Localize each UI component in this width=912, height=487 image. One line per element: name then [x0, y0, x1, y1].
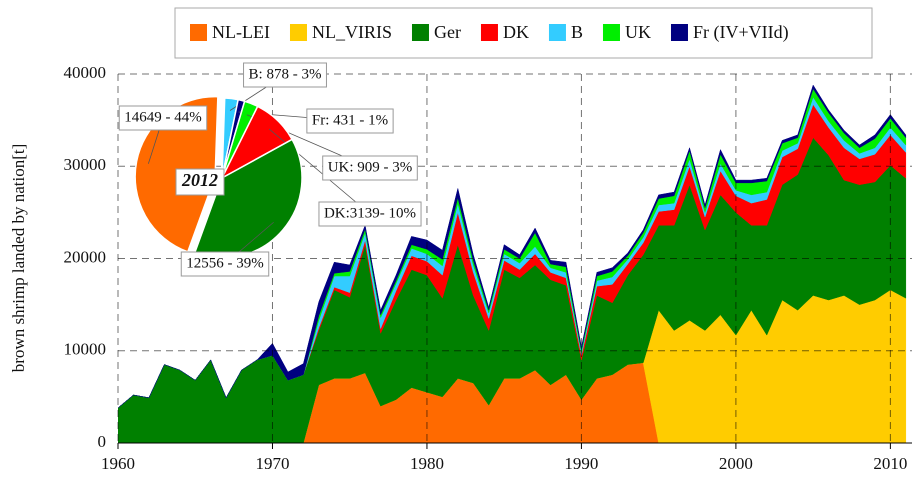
x-tick-label: 1990: [564, 454, 598, 473]
pie-label-box: [118, 105, 208, 131]
pie-title-box: [175, 168, 225, 196]
plot-area: [118, 84, 907, 444]
legend-swatch: [602, 24, 620, 41]
legend-swatch: [289, 24, 307, 41]
pie-inset: 14649 - 44% B: 878 - 3% Fr: 431 - 1% UK: 90…: [118, 62, 422, 277]
legend-swatch: [670, 24, 688, 41]
x-tick-label: 1980: [410, 454, 444, 473]
y-axis-label: brown shrimp landed by nation[t]: [9, 144, 28, 373]
legend: NL-LEI NL_VIRIS Ger DK B UK Fr (IV+VIId): [174, 7, 873, 59]
legend-swatch: [411, 24, 429, 41]
legend-label: NL-LEI: [212, 22, 270, 42]
pie-label: 12556 - 39%: [186, 255, 264, 271]
legend-label: Ger: [434, 22, 461, 42]
x-tick-label: 2000: [719, 454, 753, 473]
legend-swatch: [548, 24, 566, 41]
x-tick-label: 2010: [873, 454, 907, 473]
pie-label-box: [318, 201, 422, 227]
legend-swatch: [190, 24, 207, 41]
legend-label: Fr (IV+VIId): [693, 22, 789, 43]
pie-label: Fr: 431 - 1%: [312, 112, 388, 128]
pie-label: 14649 - 44%: [124, 109, 202, 125]
pie-label-box: [322, 155, 418, 181]
legend-swatch: [480, 24, 498, 41]
pie-title: 2012: [181, 170, 218, 190]
y-tick-label: 10000: [64, 340, 107, 359]
legend-label: DK: [503, 22, 529, 42]
y-tick-label: 0: [98, 432, 107, 451]
pie-label: B: 878 - 3%: [249, 66, 322, 82]
pie-label: UK: 909 - 3%: [328, 159, 413, 175]
area: [118, 84, 907, 409]
legend-label: B: [571, 22, 583, 42]
pie-label-box: [180, 251, 270, 277]
pie-label-box: [243, 62, 327, 88]
y-tick-label: 30000: [64, 155, 107, 174]
pie-label-box: [306, 108, 394, 134]
pie-label: DK:3139- 10%: [324, 205, 416, 221]
legend-label: NL_VIRIS: [312, 22, 392, 42]
y-tick-label: 40000: [64, 63, 107, 82]
x-tick-label: 1970: [255, 454, 289, 473]
legend-label: UK: [625, 22, 651, 42]
y-tick-label: 20000: [64, 247, 107, 266]
axes: 0 10000 20000 30000 40000 1960 1970 1980 1990 200…: [64, 63, 912, 473]
x-tick-label: 1960: [101, 454, 135, 473]
